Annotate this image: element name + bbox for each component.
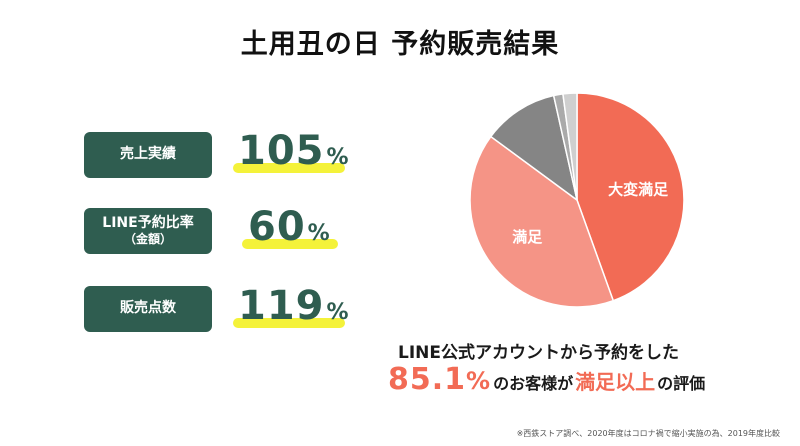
metric-label-text: 売上実績 bbox=[120, 146, 176, 163]
pie-slice bbox=[489, 94, 579, 202]
summary-line2: 85.1% のお客様が 満足以上 の評価 bbox=[388, 362, 788, 397]
metric-unit: % bbox=[326, 145, 349, 170]
metric-number: 60 bbox=[248, 204, 306, 250]
footnote: ※西鉄ストア調べ、2020年度はコロナ禍で縮小実施の為、2019年度比較 bbox=[516, 429, 780, 438]
metric-unit: % bbox=[326, 300, 349, 325]
value-highlight bbox=[242, 239, 338, 249]
summary-percent-number: 85.1 bbox=[388, 362, 467, 397]
slide-title: 土用丑の日 予約販売結果 bbox=[240, 29, 560, 60]
metric-value-sales: 105 % bbox=[238, 128, 349, 174]
pie-slice bbox=[469, 135, 615, 308]
pie-slice bbox=[562, 92, 578, 201]
pie-slice-label: 大変満足 bbox=[608, 180, 669, 198]
metric-value-units-sold: 119 % bbox=[238, 283, 349, 329]
value-highlight bbox=[233, 163, 345, 173]
pie-slice-label: 満足 bbox=[512, 228, 543, 246]
metric-number: 105 bbox=[238, 128, 325, 174]
summary-mid-text: のお客様が bbox=[493, 374, 574, 393]
metric-number: 119 bbox=[238, 283, 325, 329]
metric-label-units-sold: 販売点数 bbox=[84, 286, 212, 332]
metric-label-line-ratio: LINE予約比率 （金額） bbox=[84, 208, 212, 254]
metric-label-sales: 売上実績 bbox=[84, 132, 212, 178]
value-highlight bbox=[233, 318, 345, 328]
metric-sublabel-text: （金額） bbox=[123, 232, 172, 247]
summary-line1: LINE公式アカウントから予約をした bbox=[398, 343, 679, 363]
pie-slice bbox=[576, 92, 685, 302]
summary-percent-unit: % bbox=[466, 367, 492, 395]
metric-value-line-ratio: 60 % bbox=[248, 204, 330, 250]
summary-percent: 85.1% bbox=[388, 362, 491, 397]
metric-unit: % bbox=[307, 221, 330, 246]
metric-label-text: LINE予約比率 bbox=[102, 214, 194, 231]
metric-label-text: 販売点数 bbox=[120, 300, 176, 317]
summary-tail-text: の評価 bbox=[657, 374, 706, 393]
summary-emphasis: 満足以上 bbox=[575, 370, 656, 394]
